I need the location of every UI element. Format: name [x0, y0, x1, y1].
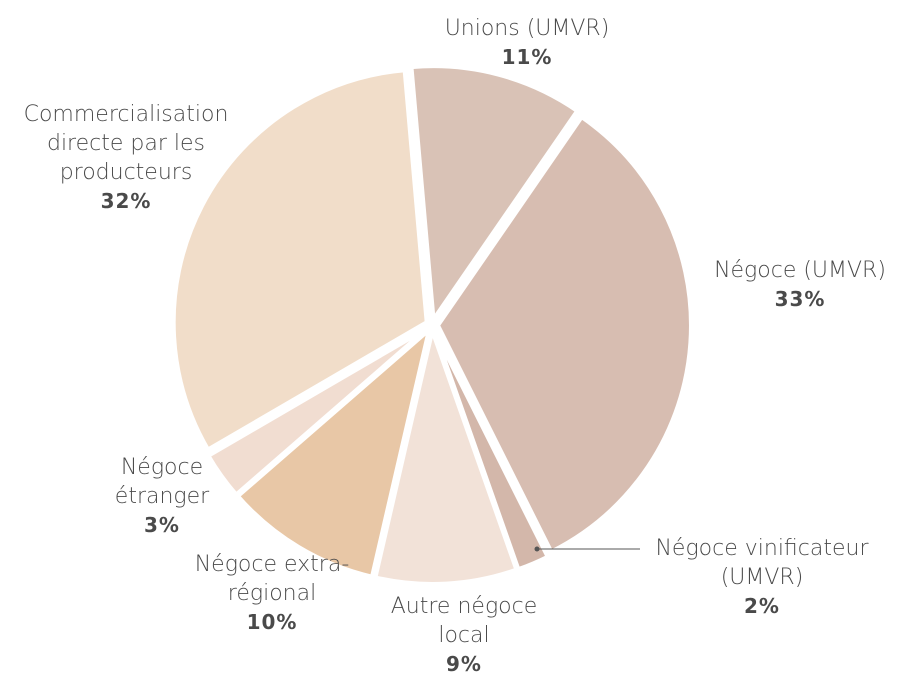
slice-label: Commercialisation directe par les produc…	[0, 100, 256, 216]
slice-label: Autre négoce local 9%	[384, 592, 544, 675]
slice-label: Négoce vinificateur (UMVR) 2%	[632, 534, 892, 621]
value-label: 10%	[246, 610, 298, 634]
category-label: Autre négoce local	[390, 594, 538, 648]
pie-slice	[435, 114, 693, 555]
value-label: 3%	[144, 513, 180, 537]
category-label: Unions (UMVR)	[444, 16, 610, 41]
slice-label: Négoce étranger 3%	[97, 453, 227, 540]
category-label: Négoce étranger	[114, 455, 210, 509]
slice-label: Négoce (UMVR) 33%	[690, 256, 906, 314]
pie-slice	[432, 329, 551, 572]
category-label: Négoce extra-régional	[194, 552, 350, 606]
pie-slice	[205, 326, 429, 498]
value-label: 32%	[100, 189, 152, 213]
value-label: 2%	[744, 594, 780, 618]
pie-slice	[235, 324, 433, 580]
pie-slice	[409, 64, 580, 325]
category-label: Commercialisation directe par les produc…	[23, 102, 229, 185]
value-label: 33%	[774, 287, 826, 311]
slice-label: Négoce extra-régional 10%	[172, 550, 372, 637]
pie-slice	[373, 323, 519, 586]
value-label: 9%	[446, 652, 482, 675]
value-label: 11%	[501, 45, 553, 69]
pie-slice	[171, 68, 429, 453]
leader-dot	[534, 546, 540, 552]
category-label: Négoce vinificateur (UMVR)	[655, 536, 869, 590]
category-label: Négoce (UMVR)	[714, 258, 886, 283]
slice-label: Unions (UMVR) 11%	[407, 14, 647, 72]
